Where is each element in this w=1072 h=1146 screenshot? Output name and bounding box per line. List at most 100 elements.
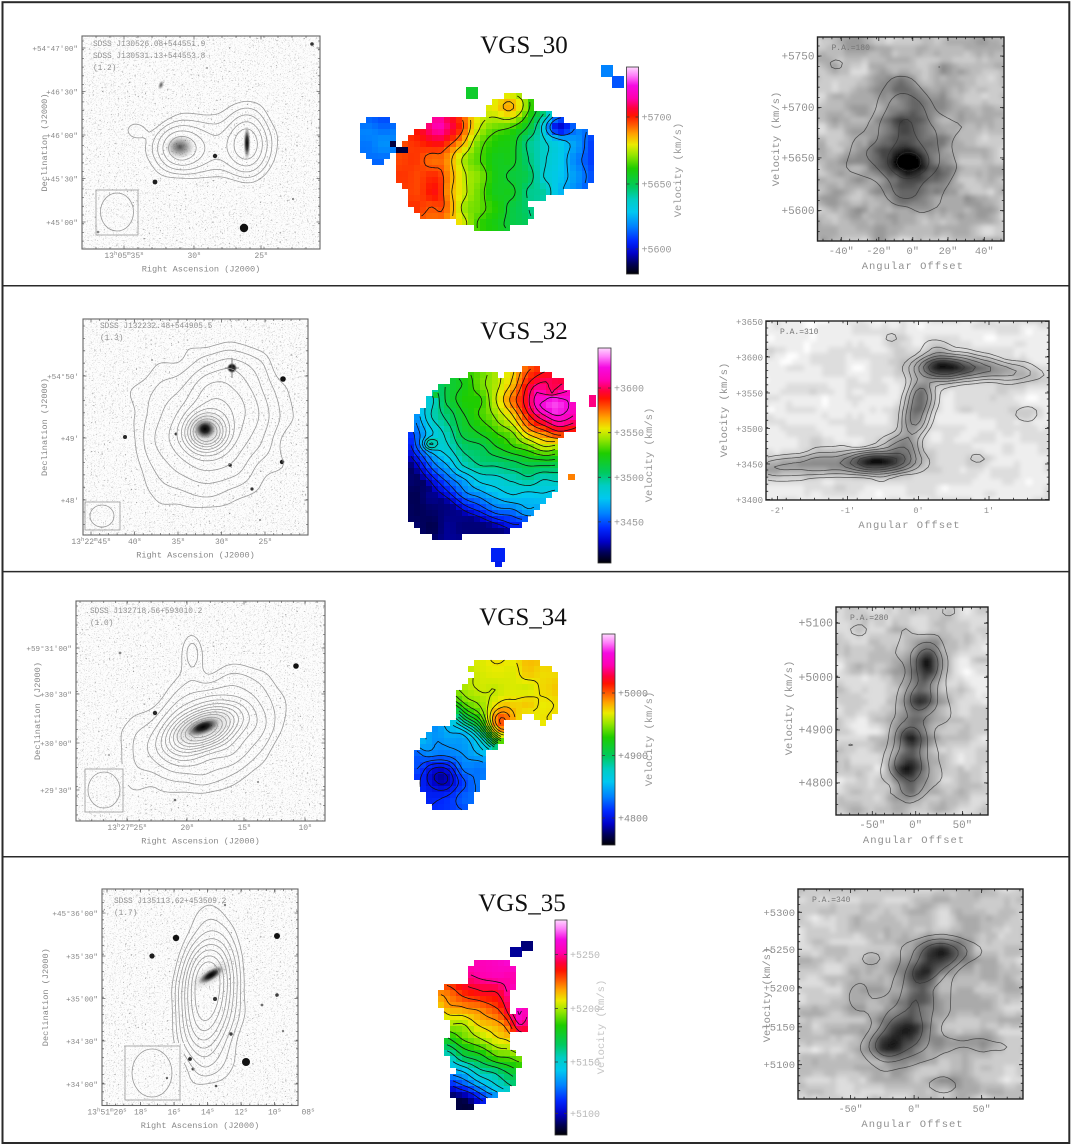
svg-text:VGS_30: VGS_30 [480, 32, 568, 59]
svg-text:35s: 35s [171, 536, 184, 547]
svg-text:+4800: +4800 [798, 777, 833, 790]
svg-text:+3600: +3600 [614, 385, 644, 396]
svg-text:Velocity (km/s): Velocity (km/s) [771, 92, 783, 187]
svg-text:SDSS J130531.13+544553.8: SDSS J130531.13+544553.8 [93, 53, 206, 61]
svg-text:10s: 10s [268, 1107, 281, 1118]
svg-text:Angular Offset: Angular Offset [861, 1119, 963, 1131]
svg-text:Angular Offset: Angular Offset [862, 261, 964, 273]
svg-text:+5100: +5100 [570, 1110, 600, 1121]
svg-text:Right Ascension (J2000): Right Ascension (J2000) [142, 265, 261, 275]
svg-text:Right Ascension (J2000): Right Ascension (J2000) [141, 837, 260, 847]
svg-text:-50″: -50″ [859, 820, 885, 832]
svg-text:+4800: +4800 [618, 815, 648, 826]
svg-text:15s: 15s [237, 822, 250, 833]
svg-text:+34′30″: +34′30″ [66, 1039, 98, 1047]
svg-text:Right Ascension (J2000): Right Ascension (J2000) [141, 1121, 260, 1131]
svg-text:+3500: +3500 [614, 474, 644, 485]
svg-text:P.A.=180: P.A.=180 [832, 44, 871, 53]
svg-text:30s: 30s [215, 536, 228, 547]
svg-text:+5200: +5200 [763, 983, 795, 995]
svg-text:50″: 50″ [953, 820, 973, 832]
svg-text:0″: 0″ [907, 246, 920, 258]
svg-text:40s: 40s [128, 536, 141, 547]
svg-text:+46′30″: +46′30″ [46, 90, 78, 98]
svg-text:+45′30″: +45′30″ [46, 177, 78, 185]
svg-text:+5000: +5000 [618, 690, 648, 701]
svg-text:Declination (J2000): Declination (J2000) [40, 378, 50, 476]
svg-text:Declination (J2000): Declination (J2000) [40, 94, 50, 192]
svg-text:+54°50′: +54°50′ [47, 373, 79, 382]
svg-text:VGS_32: VGS_32 [480, 318, 568, 345]
svg-text:+35′00″: +35′00″ [66, 997, 98, 1005]
svg-text:+45°36′00″: +45°36′00″ [52, 910, 98, 919]
svg-text:SDSS J130526.08+544551.9: SDSS J130526.08+544551.9 [93, 41, 206, 49]
svg-text:Velocity (km/s): Velocity (km/s) [762, 948, 774, 1043]
svg-text:Velocity (km/s): Velocity (km/s) [644, 692, 656, 787]
svg-text:SDSS J135113.62+453509.2: SDSS J135113.62+453509.2 [114, 898, 227, 906]
svg-text:+5150: +5150 [570, 1059, 600, 1070]
svg-text:+5650: +5650 [642, 181, 672, 192]
svg-text:+45′00″: +45′00″ [46, 220, 78, 228]
svg-text:+34′00″: +34′00″ [66, 1082, 98, 1090]
svg-text:(1.0): (1.0) [90, 620, 113, 628]
svg-text:VGS_35: VGS_35 [478, 890, 566, 917]
svg-text:13h22m45s: 13h22m45s [71, 536, 110, 547]
svg-text:30s: 30s [187, 250, 200, 261]
svg-text:Velocity (km/s): Velocity (km/s) [673, 123, 685, 218]
svg-text:25s: 25s [258, 536, 271, 547]
svg-text:16s: 16s [167, 1107, 180, 1118]
svg-text:+48′: +48′ [61, 498, 79, 506]
svg-text:+5600: +5600 [642, 246, 672, 257]
svg-text:-40″: -40″ [829, 246, 854, 258]
svg-text:20″: 20″ [939, 246, 958, 258]
svg-text:08s: 08s [301, 1107, 314, 1118]
svg-text:12s: 12s [234, 1107, 247, 1118]
svg-text:(1.7): (1.7) [114, 910, 137, 918]
svg-text:50″: 50″ [973, 1104, 991, 1115]
svg-text:P.A.=340: P.A.=340 [812, 896, 851, 905]
svg-text:13h05m35s: 13h05m35s [104, 250, 143, 261]
svg-text:+5150: +5150 [763, 1022, 795, 1034]
svg-text:+3600: +3600 [736, 354, 763, 364]
svg-text:+4900: +4900 [618, 752, 648, 763]
svg-text:(1.3): (1.3) [100, 335, 123, 343]
svg-text:1′: 1′ [984, 506, 994, 516]
svg-text:Declination (J2000): Declination (J2000) [41, 948, 51, 1046]
svg-text:+3450: +3450 [736, 461, 763, 471]
svg-text:+5600: +5600 [781, 206, 814, 218]
svg-text:+5650: +5650 [781, 153, 814, 165]
svg-text:Angular Offset: Angular Offset [863, 835, 965, 847]
svg-text:+3550: +3550 [614, 429, 644, 440]
svg-text:VGS_34: VGS_34 [479, 604, 567, 631]
svg-text:+5000: +5000 [798, 672, 833, 685]
svg-text:+49′: +49′ [61, 436, 79, 444]
svg-text:Velocity (km/s): Velocity (km/s) [644, 408, 656, 503]
svg-text:0′: 0′ [913, 506, 923, 516]
svg-text:20s: 20s [180, 822, 193, 833]
svg-text:+5700: +5700 [781, 103, 814, 115]
svg-text:P.A.=310: P.A.=310 [780, 328, 819, 337]
svg-text:SDSS J132232.48+544905.5: SDSS J132232.48+544905.5 [100, 323, 213, 331]
svg-text:Velocity (km/s): Velocity (km/s) [784, 661, 796, 756]
svg-text:Angular Offset: Angular Offset [858, 520, 960, 532]
svg-text:+3550: +3550 [736, 390, 763, 400]
svg-text:25s: 25s [254, 250, 267, 261]
svg-text:+54°47′00″: +54°47′00″ [32, 45, 78, 54]
svg-text:+46′00″: +46′00″ [46, 133, 78, 141]
svg-text:+4900: +4900 [798, 725, 833, 738]
svg-text:-2′: -2′ [770, 506, 785, 516]
svg-text:+5100: +5100 [763, 1060, 795, 1072]
svg-text:+30′30″: +30′30″ [40, 692, 72, 700]
svg-text:-20″: -20″ [866, 246, 891, 258]
svg-text:+3450: +3450 [614, 518, 644, 529]
svg-text:(1.2): (1.2) [93, 65, 116, 73]
svg-text:14s: 14s [201, 1107, 214, 1118]
svg-text:40″: 40″ [975, 246, 994, 258]
svg-text:+5300: +5300 [763, 908, 795, 920]
svg-text:+59°31′00″: +59°31′00″ [26, 645, 72, 654]
svg-text:0″: 0″ [909, 820, 922, 832]
svg-text:-1′: -1′ [840, 506, 855, 516]
svg-text:13h51m20s: 13h51m20s [87, 1107, 126, 1118]
svg-text:P.A.=280: P.A.=280 [850, 614, 889, 623]
svg-text:13h27m25s: 13h27m25s [107, 822, 146, 833]
